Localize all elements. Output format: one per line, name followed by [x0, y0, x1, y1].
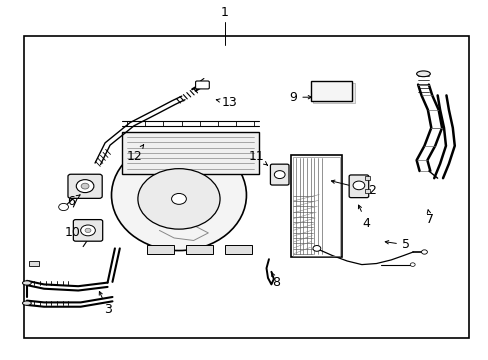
Circle shape [59, 203, 68, 211]
Text: 6: 6 [67, 195, 80, 208]
Text: 9: 9 [289, 91, 311, 104]
Circle shape [409, 263, 414, 266]
FancyBboxPatch shape [73, 220, 102, 241]
Ellipse shape [22, 281, 31, 285]
Bar [224, 245, 251, 254]
Text: 10: 10 [64, 226, 84, 239]
Bar [29, 261, 39, 266]
Text: 8: 8 [271, 273, 280, 289]
Circle shape [171, 193, 186, 204]
Text: 4: 4 [358, 205, 370, 230]
FancyBboxPatch shape [195, 81, 209, 89]
Ellipse shape [111, 140, 246, 251]
Circle shape [81, 183, 89, 189]
Circle shape [81, 225, 95, 236]
Circle shape [274, 171, 285, 179]
Bar [312, 83, 354, 103]
Text: 5: 5 [385, 238, 409, 251]
Text: 1: 1 [221, 6, 228, 19]
FancyBboxPatch shape [68, 174, 102, 198]
Text: 13: 13 [216, 96, 237, 109]
Bar [146, 245, 173, 254]
Bar [364, 176, 369, 180]
Bar [185, 245, 212, 254]
Circle shape [76, 180, 94, 193]
Circle shape [312, 246, 320, 251]
Circle shape [421, 250, 427, 254]
Circle shape [138, 168, 220, 229]
Bar [293, 157, 339, 256]
Bar [364, 189, 369, 193]
Bar [290, 155, 342, 257]
Bar [122, 132, 259, 174]
Bar [24, 36, 468, 338]
Circle shape [352, 181, 364, 190]
FancyBboxPatch shape [348, 175, 368, 198]
FancyBboxPatch shape [270, 164, 288, 185]
Text: 7: 7 [426, 210, 433, 226]
Circle shape [85, 228, 91, 233]
Text: 2: 2 [331, 180, 375, 197]
Text: 3: 3 [99, 292, 111, 316]
Ellipse shape [22, 301, 31, 305]
Text: 12: 12 [126, 145, 143, 163]
Bar [310, 81, 351, 101]
Text: 11: 11 [248, 150, 267, 165]
Ellipse shape [416, 71, 429, 77]
